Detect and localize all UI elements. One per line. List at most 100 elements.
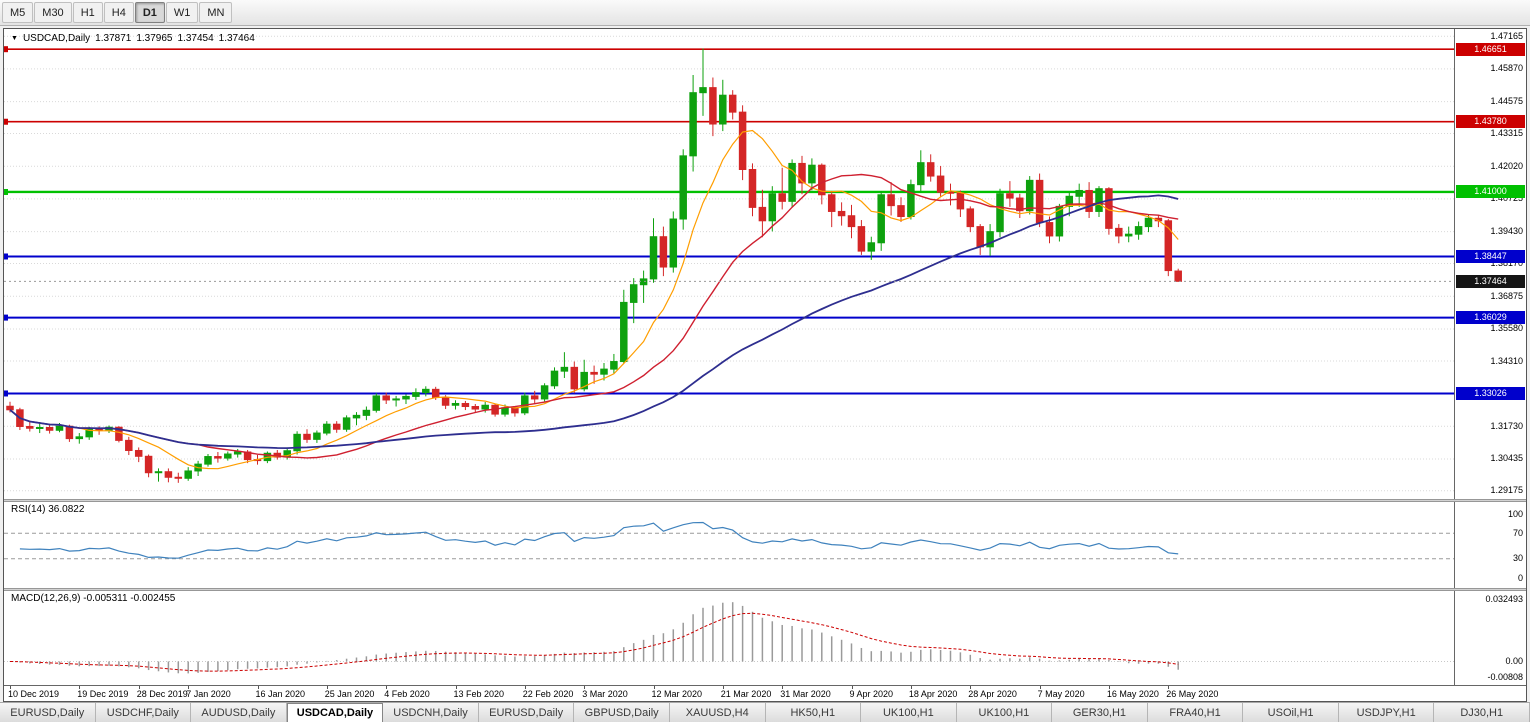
timeframe-button-m30[interactable]: M30: [34, 2, 72, 23]
date-tick: [386, 686, 388, 689]
timeframe-button-w1[interactable]: W1: [165, 2, 199, 23]
level-price-label: 1.41000: [1456, 185, 1525, 199]
chart-tab-13-usoil-h1[interactable]: USOil,H1: [1243, 703, 1339, 722]
date-tick: [10, 686, 11, 689]
date-tick: [257, 686, 259, 689]
low-value: 1.37454: [177, 33, 214, 44]
macd-panel[interactable]: MACD(12,26,9) -0.005311 -0.002455 0.0324…: [4, 591, 1526, 685]
timeframe-button-d1[interactable]: D1: [134, 2, 165, 23]
date-label: 21 Mar 2020: [720, 689, 772, 699]
date-label: 10 Dec 2019: [8, 689, 60, 699]
date-label: 16 Jan 2020: [255, 689, 306, 699]
level-price-label: 1.33026: [1456, 386, 1525, 400]
chart-tab-10-uk100-h1[interactable]: UK100,H1: [956, 703, 1053, 722]
price-grid-label: 1.35580: [1490, 323, 1523, 334]
timeframe-button-m5[interactable]: M5: [2, 2, 34, 23]
timeframe-toolbar: M5 M30 H1 H4 D1 W1 MN: [0, 0, 1530, 26]
chart-tab-8-hk50-h1[interactable]: HK50,H1: [765, 703, 862, 722]
price-grid-label: 1.36875: [1490, 290, 1523, 301]
price-grid-label: 1.39430: [1490, 226, 1523, 237]
level-left-marker: [4, 390, 8, 397]
price-chart[interactable]: [4, 29, 1454, 499]
rsi-label: RSI(14) 36.0822: [11, 504, 85, 515]
date-tick: [79, 686, 81, 689]
price-grid-label: 1.29175: [1490, 485, 1523, 496]
timeframe-button-mn[interactable]: MN: [199, 2, 233, 23]
price-scale-axis[interactable]: 1.471651.458701.445751.433151.420201.407…: [1454, 29, 1526, 499]
price-grid-label: 1.44575: [1490, 96, 1523, 107]
level-left-marker: [4, 118, 8, 125]
date-tick: [326, 686, 328, 689]
price-panel[interactable]: ▼ USDCAD,Daily 1.37871 1.37965 1.37454 1.3746…: [4, 29, 1526, 499]
date-tick: [722, 686, 724, 689]
chart-tab-3-usdcad-daily[interactable]: USDCAD,Daily: [286, 703, 384, 722]
date-tick: [455, 686, 457, 689]
price-grid-label: 1.34310: [1490, 355, 1523, 366]
macd-histogram: [9, 602, 1179, 674]
chart-tab-5-eurusd-daily[interactable]: EURUSD,Daily: [478, 703, 575, 722]
price-grid-label: 1.42020: [1490, 160, 1523, 171]
macd-axis-label: -0.00808: [1487, 671, 1523, 682]
open-value: 1.37871: [95, 33, 132, 44]
date-label: 18 Apr 2020: [908, 689, 958, 699]
date-label: 26 May 2020: [1166, 689, 1219, 699]
candles-layer: [6, 48, 1182, 483]
date-tick: [1168, 686, 1170, 689]
chart-tab-9-uk100-h1[interactable]: UK100,H1: [861, 703, 957, 722]
splitter-price-rsi[interactable]: [4, 499, 1526, 502]
date-tick: [910, 686, 912, 689]
chart-tab-12-fra40-h1[interactable]: FRA40,H1: [1147, 703, 1244, 722]
chart-tab-0-eurusd-daily[interactable]: EURUSD,Daily: [0, 703, 96, 722]
date-tick: [1108, 686, 1110, 689]
level-price-label: 1.38447: [1456, 249, 1525, 263]
rsi-axis-label: 30: [1512, 553, 1523, 564]
price-grid-label: 1.45870: [1490, 63, 1523, 74]
date-label: 13 Feb 2020: [453, 689, 505, 699]
chart-tab-6-gbpusd-daily[interactable]: GBPUSD,Daily: [574, 703, 670, 722]
level-left-marker: [4, 253, 8, 260]
level-price-label: 1.46651: [1456, 42, 1525, 56]
date-label: 16 May 2020: [1106, 689, 1159, 699]
chart-tab-4-usdcnh-daily[interactable]: USDCNH,Daily: [383, 703, 479, 722]
level-left-marker: [4, 314, 8, 321]
timeframe-button-h1[interactable]: H1: [72, 2, 103, 23]
level-price-label: 1.43780: [1456, 115, 1525, 129]
date-tick: [524, 686, 526, 689]
date-label: 9 Apr 2020: [849, 689, 894, 699]
date-tick: [782, 686, 784, 689]
chart-tab-2-audusd-daily[interactable]: AUDUSD,Daily: [191, 703, 287, 722]
macd-axis-label: 0.00: [1505, 655, 1523, 666]
date-tick: [851, 686, 853, 689]
chart-tabs-bar: EURUSD,Daily USDCHF,Daily AUDUSD,Daily USDC…: [0, 702, 1530, 722]
current-price-label: 1.37464: [1456, 274, 1525, 288]
rsi-scale-axis[interactable]: 100 70 30 0: [1454, 502, 1526, 588]
chart-tab-11-ger30-h1[interactable]: GER30,H1: [1052, 703, 1148, 722]
symbol-dropdown-icon[interactable]: ▼: [11, 35, 18, 42]
date-label: 28 Apr 2020: [968, 689, 1017, 699]
price-grid-label: 1.43315: [1490, 127, 1523, 138]
chart-tab-15-dj30-h1[interactable]: DJ30,H1: [1434, 703, 1530, 722]
date-label: 22 Feb 2020: [522, 689, 574, 699]
macd-scale-axis[interactable]: 0.032493 0.00 -0.00808: [1454, 591, 1526, 685]
rsi-axis-label: 100: [1507, 508, 1523, 519]
splitter-rsi-macd[interactable]: [4, 588, 1526, 591]
price-grid-label: 1.31730: [1490, 420, 1523, 431]
macd-axis-label: 0.032493: [1485, 593, 1523, 604]
price-grid-label: 1.30435: [1490, 453, 1523, 464]
level-left-marker: [4, 188, 8, 195]
date-axis[interactable]: 10 Dec 2019 19 Dec 2019 28 Dec 2019 7 Jan 2…: [4, 685, 1526, 701]
date-label: 28 Dec 2019: [136, 689, 188, 699]
high-value: 1.37965: [136, 33, 173, 44]
rsi-panel[interactable]: RSI(14) 36.0822 100 70 30 0: [4, 502, 1526, 588]
macd-chart[interactable]: [4, 591, 1454, 685]
date-label: 4 Feb 2020: [384, 689, 430, 699]
rsi-axis-label: 70: [1512, 527, 1523, 538]
date-tick: [1039, 686, 1041, 689]
chart-tab-7-xauusd-h4[interactable]: XAUUSD,H4: [669, 703, 766, 722]
timeframe-button-h4[interactable]: H4: [103, 2, 134, 23]
chart-tab-1-usdchf-daily[interactable]: USDCHF,Daily: [95, 703, 192, 722]
chart-tab-14-usdjpy-h1[interactable]: USDJPY,H1: [1338, 703, 1435, 722]
rsi-chart[interactable]: [4, 502, 1454, 588]
level-left-marker: [4, 46, 8, 53]
date-label: 7 Jan 2020: [186, 689, 231, 699]
